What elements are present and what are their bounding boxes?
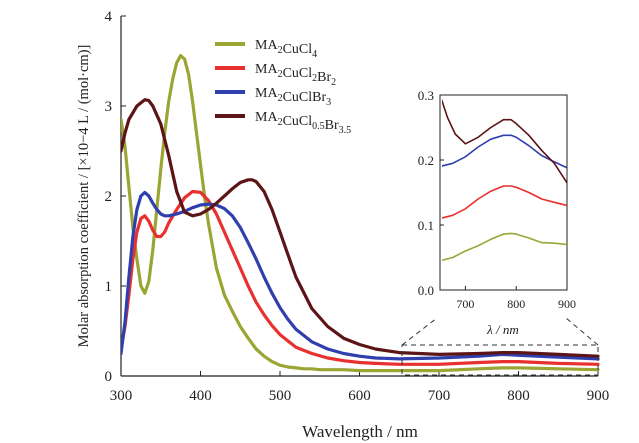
inset-x-axis-label: λ / nm [486, 322, 519, 337]
inset-frame [439, 94, 568, 291]
inset-y-tick-label: 0.1 [418, 218, 434, 233]
x-tick-label: 900 [587, 388, 610, 404]
inset-x-tick-label: 900 [558, 297, 576, 311]
legend-label: MA2CuCl2Br2 [255, 62, 336, 88]
inset-series-line [442, 232, 567, 262]
x-axis-label: Wavelength / nm [302, 422, 418, 441]
series-line [121, 189, 600, 366]
inset-y-tick-group: 0.0 0.1 0.2 0.3 [418, 88, 444, 298]
main-plot: 300 400 500 600 700 800 900 0 1 2 3 4 Wavelength /… [76, 9, 609, 441]
y-tick-label: 4 [105, 9, 113, 25]
legend-label: MA2CuCl4 [255, 38, 317, 60]
inset-x-tick-group: 700 800 900 [456, 286, 576, 311]
inset-y-tick-label: 0.0 [418, 283, 434, 298]
x-tick-label: 600 [348, 388, 371, 404]
inset-series-line [442, 134, 567, 169]
inset-y-tick-label: 0.3 [418, 88, 434, 103]
zoom-indicator [401, 317, 599, 376]
y-tick-label: 1 [105, 279, 113, 295]
zoom-connector-right [565, 317, 599, 346]
legend: MA2CuCl4MA2CuCl2Br2MA2CuClBr3MA2CuCl0.5B… [215, 38, 351, 136]
x-tick-label: 300 [110, 388, 133, 404]
x-tick-label: 700 [428, 388, 451, 404]
series-line [121, 190, 600, 361]
legend-label: MA2CuClBr3 [255, 86, 331, 108]
series-line [121, 98, 600, 358]
inset-series-line [442, 185, 567, 219]
inset-series-group [442, 98, 567, 262]
series-line [121, 54, 600, 373]
inset-x-tick-label: 700 [456, 297, 474, 311]
y-tick-label: 0 [105, 369, 113, 385]
main-series-group [121, 54, 600, 373]
x-tick-label: 500 [269, 388, 292, 404]
zoom-region-box [401, 344, 599, 376]
legend-label: MA2CuCl0.5Br3.5 [255, 110, 351, 136]
y-tick-label: 3 [105, 99, 113, 115]
x-tick-label: 400 [189, 388, 212, 404]
x-tick-group: 300 400 500 600 700 800 900 [110, 371, 610, 404]
inset-y-tick-label: 0.2 [418, 153, 434, 168]
inset-series-line [442, 98, 567, 184]
x-tick-label: 800 [507, 388, 530, 404]
y-axis-label: Molar absorption coefficient / [×10−4 L … [76, 45, 92, 348]
y-tick-label: 2 [105, 189, 113, 205]
inset-plot: 700 800 900 0.0 0.1 0.2 0.3 λ / nm [418, 88, 576, 337]
inset-x-tick-label: 800 [507, 297, 525, 311]
zoom-connector-left [401, 317, 438, 346]
y-tick-group: 0 1 2 3 4 [105, 9, 126, 385]
